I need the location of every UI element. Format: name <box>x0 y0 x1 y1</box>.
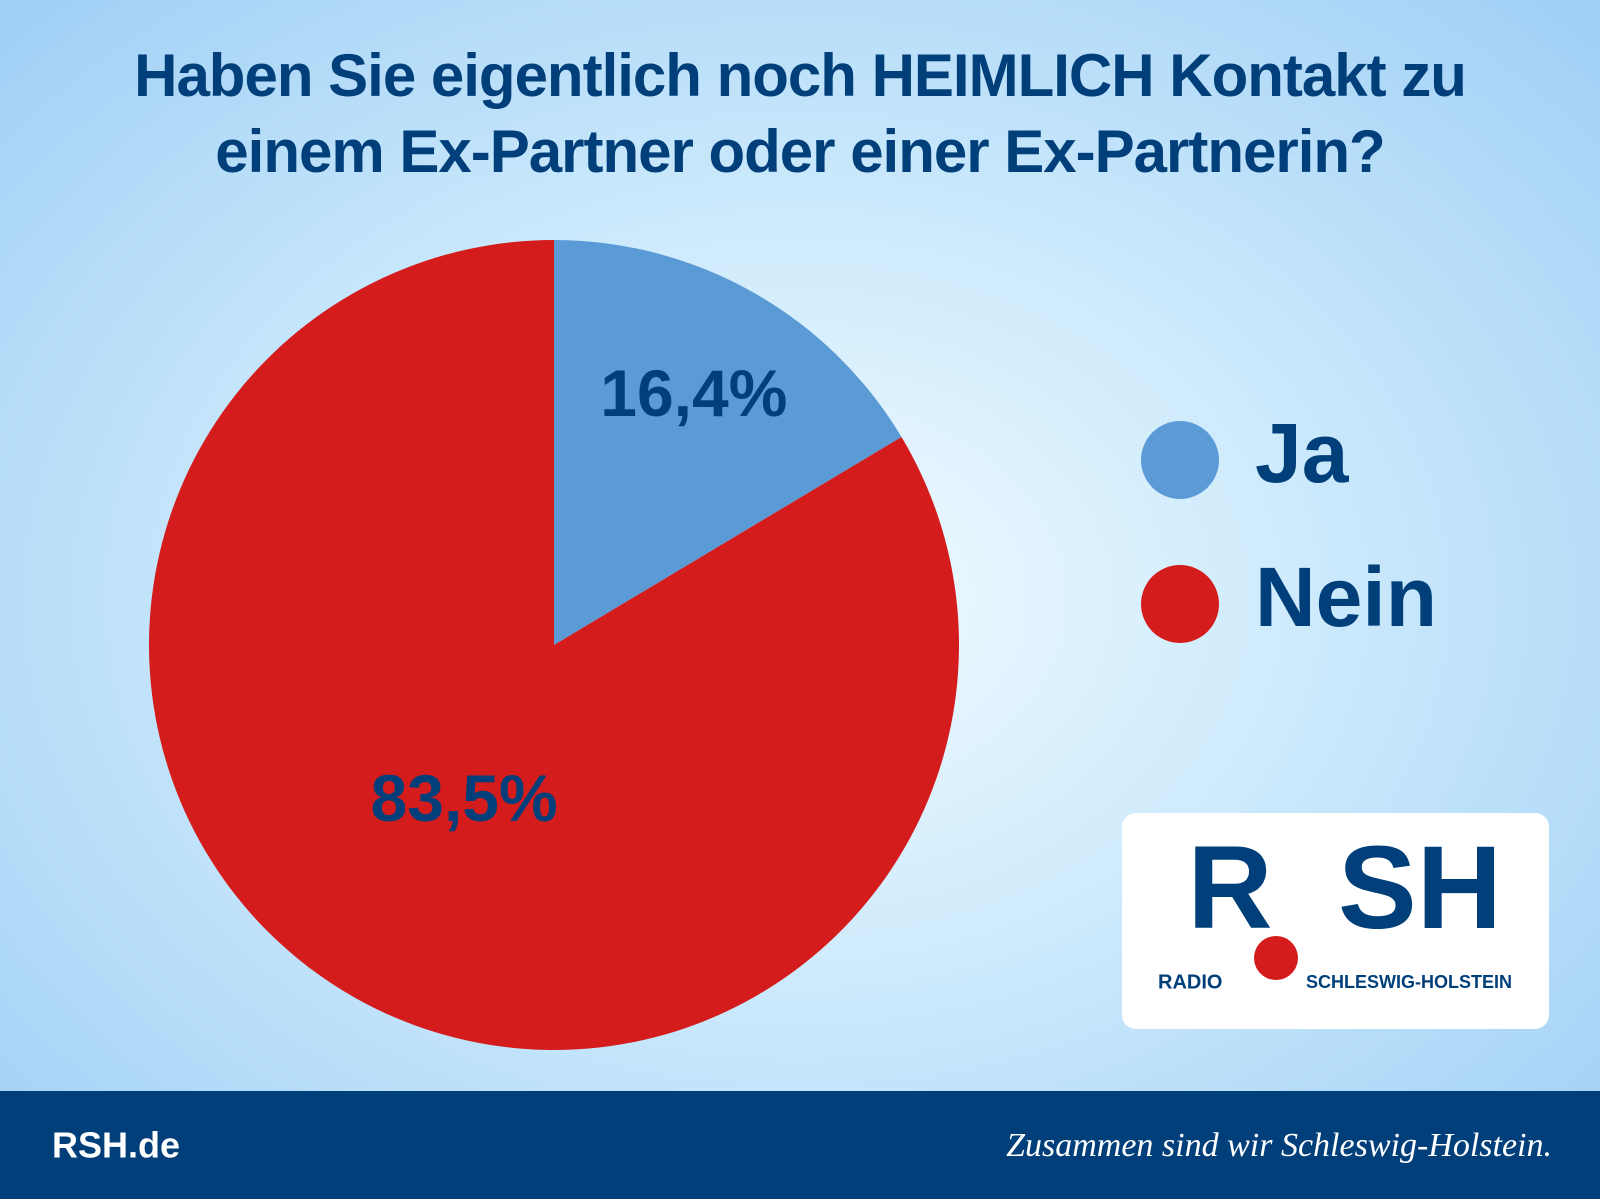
pie-slice <box>554 240 902 645</box>
data-label: 16,4% <box>600 356 787 430</box>
legend-marker <box>1141 565 1219 643</box>
legend-marker <box>1141 421 1219 499</box>
logo-mark: R <box>1187 822 1272 954</box>
logo-sub: SCHLESWIG-HOLSTEIN <box>1306 972 1512 992</box>
logo-box <box>1122 813 1549 1029</box>
footer-slogan: Zusammen sind wir Schleswig-Holstein. <box>1006 1127 1552 1164</box>
legend-label: Nein <box>1255 550 1437 644</box>
pie-slice <box>148 240 959 1050</box>
footer-bar <box>0 1091 1600 1199</box>
legend-label: Ja <box>1255 406 1350 500</box>
chart-title: Haben Sie eigentlich noch HEIMLICH Konta… <box>134 42 1467 185</box>
logo-sub: RADIO <box>1158 971 1222 993</box>
logo-dot <box>1254 936 1298 980</box>
footer-site: RSH.de <box>52 1125 180 1166</box>
data-label: 83,5% <box>371 761 558 835</box>
logo-mark: SH <box>1338 822 1502 954</box>
